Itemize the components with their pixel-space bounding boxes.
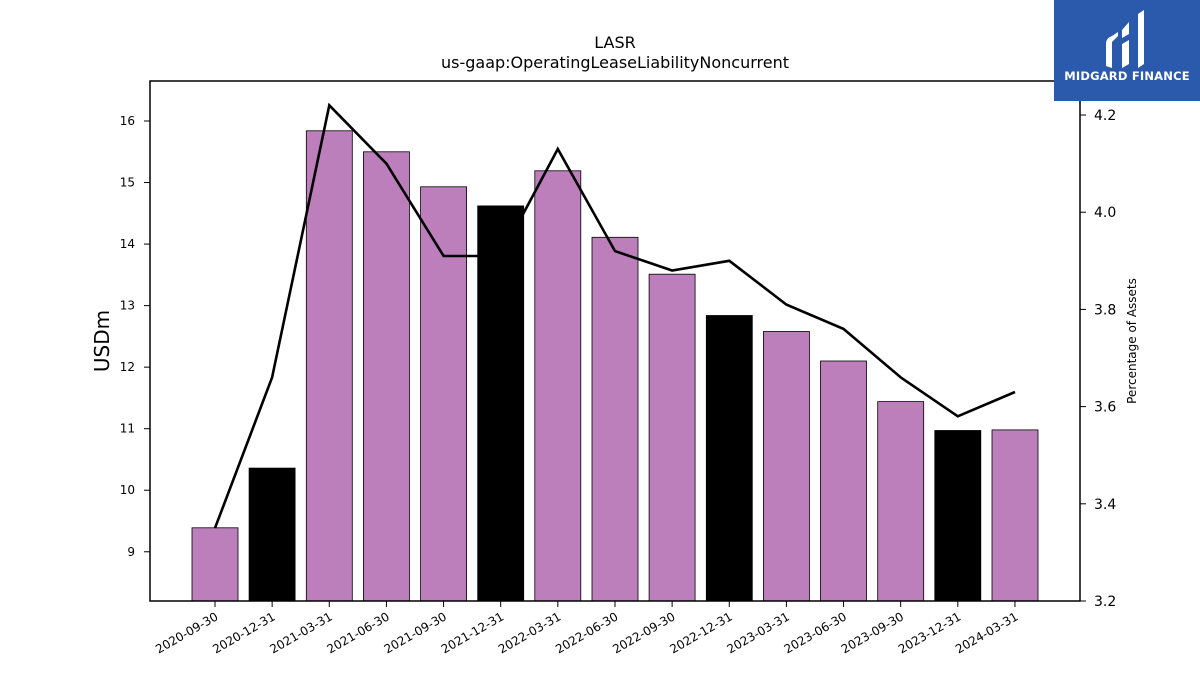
bars-layer	[191, 130, 1039, 602]
y2-tick-label: 3.4	[1094, 497, 1116, 513]
bar-2023-06-30	[820, 360, 867, 602]
bar-2021-09-30	[420, 186, 468, 602]
x-tick-label: 2021-09-30	[382, 609, 449, 656]
bar-2022-06-30	[591, 236, 639, 602]
y-tick-label: 9	[127, 545, 135, 559]
line-layer	[213, 102, 1016, 529]
x-tick-label: 2021-12-31	[439, 609, 506, 656]
y2-tick-label: 3.2	[1094, 594, 1116, 610]
y-tick-label: 16	[120, 114, 135, 128]
y-tick-label: 10	[120, 483, 135, 497]
x-tick-label: 2022-06-30	[553, 609, 620, 656]
y-tick-label: 14	[120, 237, 135, 251]
x-tick-label: 2024-03-31	[953, 609, 1020, 656]
x-tick-label: 2022-03-31	[496, 609, 563, 656]
y-tick-label: 12	[120, 360, 135, 374]
y2-axis-label: Percentage of Assets	[1125, 278, 1139, 404]
y2-tick-label: 4.2	[1094, 108, 1116, 124]
x-tick-label: 2020-12-31	[210, 609, 277, 656]
bar-2021-03-31	[305, 130, 353, 602]
y2-tick-label: 3.8	[1094, 302, 1116, 318]
bar-2022-03-31	[534, 170, 582, 602]
brand-logo: MIDGARD FINANCE	[1054, 0, 1200, 101]
bar-2023-03-31	[763, 331, 810, 602]
y-axis-right: 3.2 3.4 3.6 3.8 4.0 4.2	[1080, 108, 1116, 610]
logo-text: MIDGARD FINANCE	[1064, 69, 1190, 83]
bar-2021-06-30	[362, 151, 410, 602]
x-tick-label: 2022-09-30	[610, 609, 677, 656]
percentage-line	[213, 102, 1016, 529]
chart-title: LASR	[594, 33, 636, 52]
x-tick-label: 2023-03-31	[724, 609, 791, 656]
y-axis-label: USDm	[90, 310, 114, 372]
y-tick-label: 11	[120, 422, 135, 436]
x-tick-label: 2023-12-31	[896, 609, 963, 656]
y-axis-left: 9 10 11 12 13 14 15 16	[120, 114, 150, 559]
y2-tick-label: 3.6	[1094, 400, 1116, 416]
bar-2022-12-31	[705, 315, 753, 602]
x-tick-label: 2023-06-30	[782, 609, 849, 656]
x-tick-label: 2020-09-30	[153, 609, 220, 656]
bar-2021-12-31	[477, 205, 525, 602]
logo-mark-icon	[1106, 10, 1144, 68]
x-tick-label: 2022-12-31	[667, 609, 734, 656]
chart-subtitle: us-gaap:OperatingLeaseLiabilityNoncurren…	[441, 53, 789, 72]
bar-2020-09-30	[191, 527, 239, 602]
bar-2023-09-30	[877, 401, 925, 602]
x-tick-label: 2023-09-30	[839, 609, 906, 656]
bar-2022-09-30	[648, 273, 696, 602]
x-tick-label: 2021-06-30	[325, 609, 392, 656]
y-tick-label: 15	[120, 176, 135, 190]
y2-tick-label: 4.0	[1094, 205, 1116, 221]
x-tick-label: 2021-03-31	[267, 609, 334, 656]
bar-2024-03-31	[991, 429, 1039, 602]
y-tick-label: 13	[120, 299, 135, 313]
x-axis: 2020-09-302020-12-312021-03-312021-06-30…	[153, 601, 1020, 656]
bar-2023-12-31	[934, 430, 982, 602]
bar-2020-12-31	[248, 467, 296, 602]
